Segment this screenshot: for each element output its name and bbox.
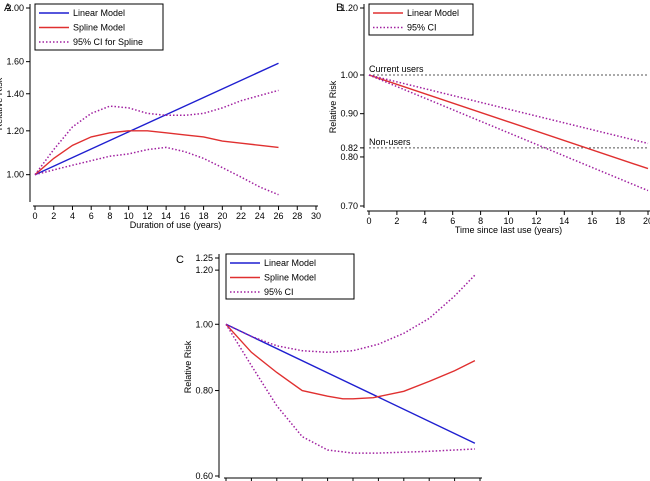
legend: Linear Model Spline Model 95% CI for Splin… — [34, 3, 164, 51]
y-tick-label: 1.00 — [195, 319, 213, 329]
y-tick-label: 2.00 — [6, 3, 24, 13]
series-line-95-ci-for-spline-lower — [34, 146, 279, 196]
x-tick-label: 14 — [161, 211, 171, 221]
x-tick-label: 2 — [394, 216, 399, 226]
reference-line-label: Current users — [369, 64, 424, 74]
x-tick-label: 6 — [450, 216, 455, 226]
y-tick-label: 0.82 — [340, 143, 358, 153]
x-tick-label: 30 — [311, 211, 321, 221]
y-axis-label: Relative Risk — [328, 80, 338, 133]
series-line-spline-model — [225, 323, 476, 400]
y-tick-label: 1.00 — [340, 70, 358, 80]
x-tick-label: 12 — [531, 216, 541, 226]
legend-label: 95% CI — [407, 23, 437, 33]
x-tick-label: 4 — [422, 216, 427, 226]
x-tick-label: 18 — [615, 216, 625, 226]
y-tick-label: 1.40 — [6, 89, 24, 99]
panel-letter-c: C — [176, 254, 184, 266]
series-line-linear-model — [368, 74, 649, 170]
y-tick-label: 0.60 — [195, 471, 213, 481]
x-tick-label: 18 — [199, 211, 209, 221]
y-tick-label: 1.25 — [195, 253, 213, 263]
y-tick-label: 0.80 — [195, 386, 213, 396]
legend-label: Spline Model — [73, 23, 125, 33]
x-tick-label: 26 — [274, 211, 284, 221]
panel-letter-b: B — [336, 2, 343, 14]
x-tick-label: 12 — [142, 211, 152, 221]
legend-label: Linear Model — [264, 258, 316, 268]
legend-label: Spline Model — [264, 273, 316, 283]
y-tick-label: 0.70 — [340, 201, 358, 211]
series-line-linear-model — [225, 323, 476, 444]
series-line-95-ci — [225, 274, 476, 354]
y-axis-label: Relative Risk — [0, 77, 4, 130]
legend: Linear Model Spline Model 95% CI — [225, 253, 355, 300]
x-tick-label: 8 — [478, 216, 483, 226]
series-line-95-ci-lower — [368, 74, 649, 192]
series-line-95-ci-lower — [225, 323, 475, 454]
x-tick-label: 16 — [180, 211, 190, 221]
x-tick-label: 0 — [366, 216, 371, 226]
y-tick-label: 1.20 — [6, 126, 24, 136]
x-tick-label: 16 — [587, 216, 597, 226]
x-tick-label: 10 — [503, 216, 513, 226]
y-axis-label: Relative Risk — [183, 340, 193, 393]
legend-label: 95% CI for Spline — [73, 37, 143, 47]
legend: Linear Model 95% CI — [368, 3, 474, 36]
series-line-linear-model — [34, 62, 279, 176]
y-tick-label: 1.20 — [340, 3, 358, 13]
legend-box — [368, 3, 474, 36]
series-line-95-ci-for-spline — [34, 89, 279, 176]
y-tick-label: 0.80 — [340, 152, 358, 162]
x-tick-label: 2 — [51, 211, 56, 221]
panel-b: B 0.70 0.800.82 0.90 1.00 1.20 Relative Risk 0 2… — [328, 2, 650, 235]
y-tick-label: 0.90 — [340, 109, 358, 119]
x-tick-label: 20 — [217, 211, 227, 221]
x-tick-label: 24 — [255, 211, 265, 221]
x-tick-label: 0 — [32, 211, 37, 221]
y-tick-label: 1.00 — [6, 170, 24, 180]
x-tick-label: 14 — [559, 216, 569, 226]
x-tick-label: 10 — [124, 211, 134, 221]
panel-letter-a: A — [4, 2, 12, 14]
series-line-95-ci — [368, 74, 649, 145]
x-tick-label: 20 — [643, 216, 650, 226]
x-tick-label: 22 — [236, 211, 246, 221]
legend-box — [225, 253, 355, 300]
x-axis-label: Duration of use (years) — [130, 220, 222, 230]
x-tick-label: 28 — [292, 211, 302, 221]
x-tick-label: 6 — [89, 211, 94, 221]
x-tick-label: 4 — [70, 211, 75, 221]
legend-label: Linear Model — [73, 8, 125, 18]
y-tick-label: 1.20 — [195, 265, 213, 275]
y-tick-label: 1.60 — [6, 57, 24, 67]
x-axis-label: Time since last use (years) — [455, 225, 562, 235]
reference-line-label: Non-users — [369, 137, 411, 147]
legend-label: 95% CI — [264, 287, 294, 297]
series-line-spline-model — [34, 130, 279, 176]
x-tick-label: 8 — [107, 211, 112, 221]
legend-label: Linear Model — [407, 8, 459, 18]
